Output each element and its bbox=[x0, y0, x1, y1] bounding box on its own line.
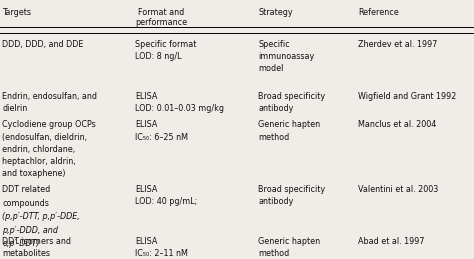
Text: ELISA
LOD: 0.01–0.03 mg/kg: ELISA LOD: 0.01–0.03 mg/kg bbox=[135, 92, 224, 113]
Text: Wigfield and Grant 1992: Wigfield and Grant 1992 bbox=[358, 92, 456, 101]
Text: ELISA
IC₅₀: 2–11 nM: ELISA IC₅₀: 2–11 nM bbox=[135, 237, 188, 258]
Text: Generic hapten
method: Generic hapten method bbox=[258, 120, 320, 142]
Text: Targets: Targets bbox=[2, 8, 31, 17]
Text: DDT related: DDT related bbox=[2, 185, 51, 194]
Text: Reference: Reference bbox=[358, 8, 399, 17]
Text: Cyclodiene group OCPs
(endosulfan, dieldrin,
endrin, chlordane,
heptachlor, aldr: Cyclodiene group OCPs (endosulfan, dield… bbox=[2, 120, 96, 178]
Text: ELISA
IC₅₀: 6–25 nM: ELISA IC₅₀: 6–25 nM bbox=[135, 120, 188, 142]
Text: ELISA
LOD: 40 pg/mL;: ELISA LOD: 40 pg/mL; bbox=[135, 185, 197, 206]
Text: Broad specificity
antibody: Broad specificity antibody bbox=[258, 185, 326, 206]
Text: compounds: compounds bbox=[2, 199, 49, 208]
Text: p,p′-DDD, and: p,p′-DDD, and bbox=[2, 226, 58, 235]
Text: o,p′-DDT): o,p′-DDT) bbox=[2, 239, 40, 248]
Text: Format and
performance: Format and performance bbox=[135, 8, 187, 27]
Text: Specific
immunoassay
model: Specific immunoassay model bbox=[258, 40, 315, 74]
Text: Specific format
LOD: 8 ng/L: Specific format LOD: 8 ng/L bbox=[135, 40, 196, 61]
Text: Strategy: Strategy bbox=[258, 8, 293, 17]
Text: DDT isomers and
metabolites: DDT isomers and metabolites bbox=[2, 237, 72, 258]
Text: Valentini et al. 2003: Valentini et al. 2003 bbox=[358, 185, 438, 194]
Text: DDD, DDD, and DDE: DDD, DDD, and DDE bbox=[2, 40, 84, 49]
Text: Manclus et al. 2004: Manclus et al. 2004 bbox=[358, 120, 436, 130]
Text: Zherdev et al. 1997: Zherdev et al. 1997 bbox=[358, 40, 437, 49]
Text: Endrin, endosulfan, and
dielrin: Endrin, endosulfan, and dielrin bbox=[2, 92, 97, 113]
Text: Generic hapten
method: Generic hapten method bbox=[258, 237, 320, 258]
Text: (p,p′-DTT, p,p′-DDE,: (p,p′-DTT, p,p′-DDE, bbox=[2, 212, 80, 221]
Text: Broad specificity
antibody: Broad specificity antibody bbox=[258, 92, 326, 113]
Text: Abad et al. 1997: Abad et al. 1997 bbox=[358, 237, 424, 246]
